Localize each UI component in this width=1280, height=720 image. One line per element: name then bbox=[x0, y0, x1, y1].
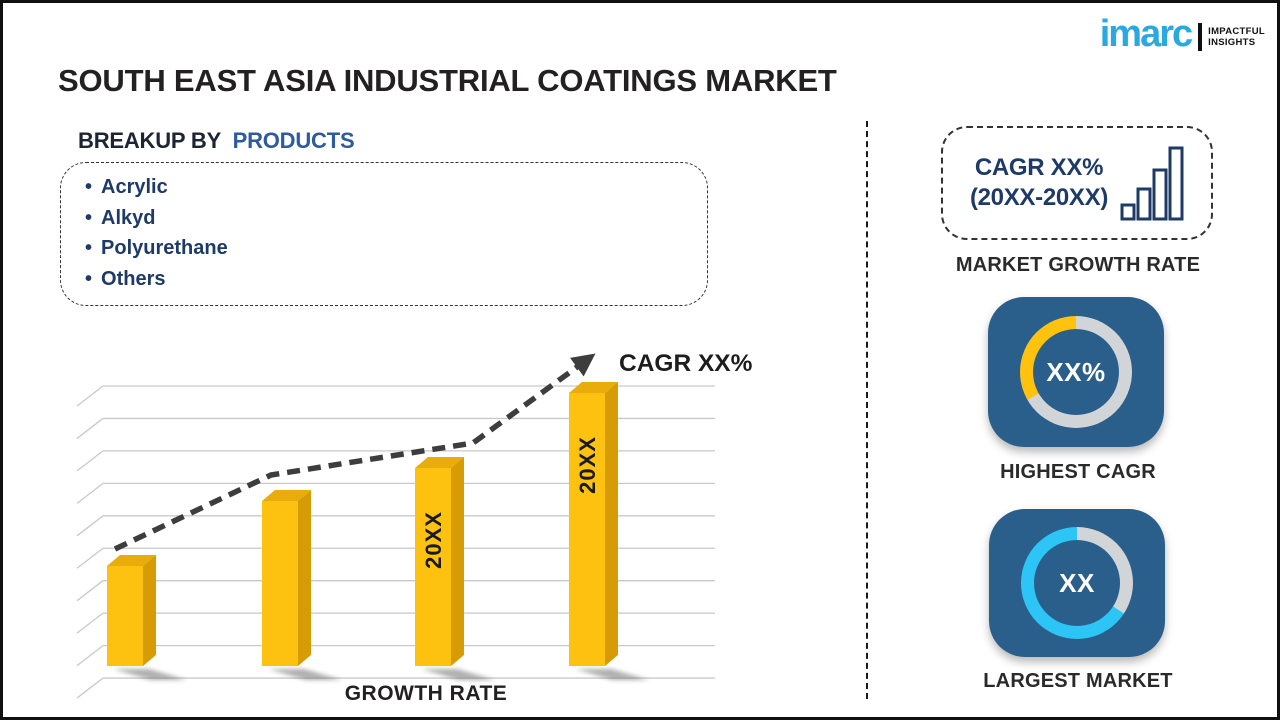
bar-front bbox=[107, 566, 143, 666]
product-item-others: Others bbox=[85, 264, 707, 295]
cagr-box: CAGR XX% (20XX-20XX) bbox=[941, 126, 1213, 240]
gridline-tick bbox=[76, 580, 104, 602]
product-item-acrylic: Acrylic bbox=[85, 172, 707, 203]
gridline-tick bbox=[76, 612, 104, 634]
product-item-alkyd: Alkyd bbox=[85, 203, 707, 234]
logo-tagline-line2: INSIGHTS bbox=[1208, 36, 1256, 48]
cagr-box-line1: CAGR XX% bbox=[974, 154, 1104, 181]
bar-front bbox=[262, 501, 298, 666]
bar-shadow bbox=[575, 669, 649, 680]
logo-divider bbox=[1198, 23, 1203, 51]
gridline-tick bbox=[76, 515, 104, 537]
caption-largest-market: LARGEST MARKET bbox=[983, 670, 1173, 692]
growth-bars-icon bbox=[1120, 146, 1184, 221]
gridline-tick bbox=[76, 547, 104, 569]
gridline-tick bbox=[76, 385, 104, 407]
largest-market-value: XX bbox=[1059, 567, 1095, 598]
gridline-tick bbox=[76, 645, 104, 667]
divider-line bbox=[866, 121, 868, 699]
bar-front bbox=[415, 468, 451, 666]
section-heading: BREAKUP BY PRODUCTS bbox=[78, 128, 355, 154]
caption-highest-cagr: HIGHEST CAGR bbox=[1000, 461, 1156, 483]
bar-top bbox=[569, 382, 618, 393]
donut-hole bbox=[1034, 540, 1120, 626]
bar-top bbox=[262, 490, 311, 501]
logo-tagline: IMPACTFUL INSIGHTS bbox=[1208, 26, 1265, 48]
product-item-polyurethane: Polyurethane bbox=[85, 233, 707, 264]
x-axis-label: GROWTH RATE bbox=[345, 682, 508, 705]
trend-arrow bbox=[113, 353, 596, 552]
donut-highest-cagr: XX% bbox=[1020, 316, 1132, 428]
cagr-box-text: CAGR XX% (20XX-20XX) bbox=[970, 153, 1108, 213]
growth-chart-svg: 20XX 20XX CAGR XX% GROWTH RATE bbox=[76, 350, 753, 705]
page-title: SOUTH EAST ASIA INDUSTRIAL COATINGS MARK… bbox=[58, 63, 837, 98]
products-box: Acrylic Alkyd Polyurethane Others bbox=[60, 162, 708, 306]
bar-top bbox=[107, 555, 156, 566]
bar-side bbox=[298, 490, 311, 666]
gridline-tick bbox=[76, 677, 104, 699]
gridline-tick bbox=[76, 450, 104, 472]
cagr-trend-label: CAGR XX% bbox=[619, 350, 753, 377]
bar-shadow bbox=[268, 669, 342, 680]
bar-shadow bbox=[421, 669, 495, 680]
highest-cagr-value: XX% bbox=[1046, 356, 1106, 387]
bar-front bbox=[569, 393, 605, 666]
caption-market-growth-rate: MARKET GROWTH RATE bbox=[955, 254, 1201, 276]
gridline-tick bbox=[76, 482, 104, 504]
bar-label: 20XX bbox=[575, 436, 600, 494]
bar-side bbox=[605, 382, 618, 666]
card-highest-cagr: XX% bbox=[988, 297, 1164, 447]
product-list: Acrylic Alkyd Polyurethane Others bbox=[61, 172, 707, 294]
bar-label: 20XX bbox=[421, 511, 446, 569]
donut-largest-market: XX bbox=[1021, 527, 1133, 639]
card-largest-market: XX bbox=[989, 509, 1165, 657]
logo-wordmark: imarc bbox=[1099, 13, 1193, 55]
brand-logo: imarc IMPACTFUL INSIGHTS bbox=[1100, 15, 1265, 53]
cagr-box-line2: (20XX-20XX) bbox=[969, 184, 1109, 211]
logo-tagline-line1: IMPACTFUL bbox=[1208, 25, 1265, 37]
bar-shadow bbox=[113, 669, 187, 680]
donut-hole bbox=[1033, 329, 1119, 415]
gridline-tick bbox=[76, 417, 104, 439]
bar-top bbox=[415, 457, 464, 468]
section-heading-prefix: BREAKUP BY bbox=[78, 128, 221, 153]
section-heading-highlight: PRODUCTS bbox=[232, 128, 355, 153]
bar-side bbox=[143, 555, 156, 666]
bar-side bbox=[451, 457, 464, 666]
